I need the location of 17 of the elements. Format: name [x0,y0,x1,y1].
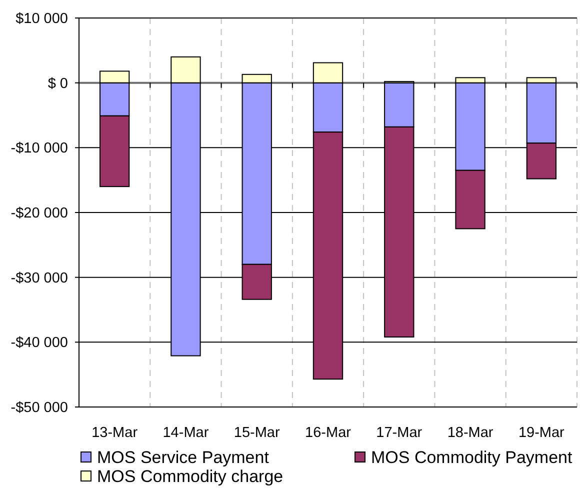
x-tick-label: 18-Mar [447,425,494,441]
y-tick-label: -$10 000 [10,140,68,157]
y-tick-label: -$20 000 [10,206,68,222]
legend-label: MOS Service Payment [97,448,270,467]
y-tick-label: $ 0 [48,76,68,92]
x-tick-label: 13-Mar [92,425,138,441]
x-tick-label: 14-Mar [162,425,209,441]
x-tick-label: 17-Mar [376,425,422,441]
y-tick-label: -$50 000 [10,400,68,416]
y-tick-label: $10 000 [16,11,68,28]
x-tick-label: 15-Mar [234,425,280,441]
x-tick-label: 19-Mar [518,425,565,441]
x-tick-label: 16-Mar [305,425,352,441]
y-tick-label: -$40 000 [10,335,68,352]
legend-label: MOS Commodity charge [97,467,284,486]
legend-label: MOS Commodity Payment [371,448,572,467]
y-tick-label: -$30 000 [10,270,68,286]
